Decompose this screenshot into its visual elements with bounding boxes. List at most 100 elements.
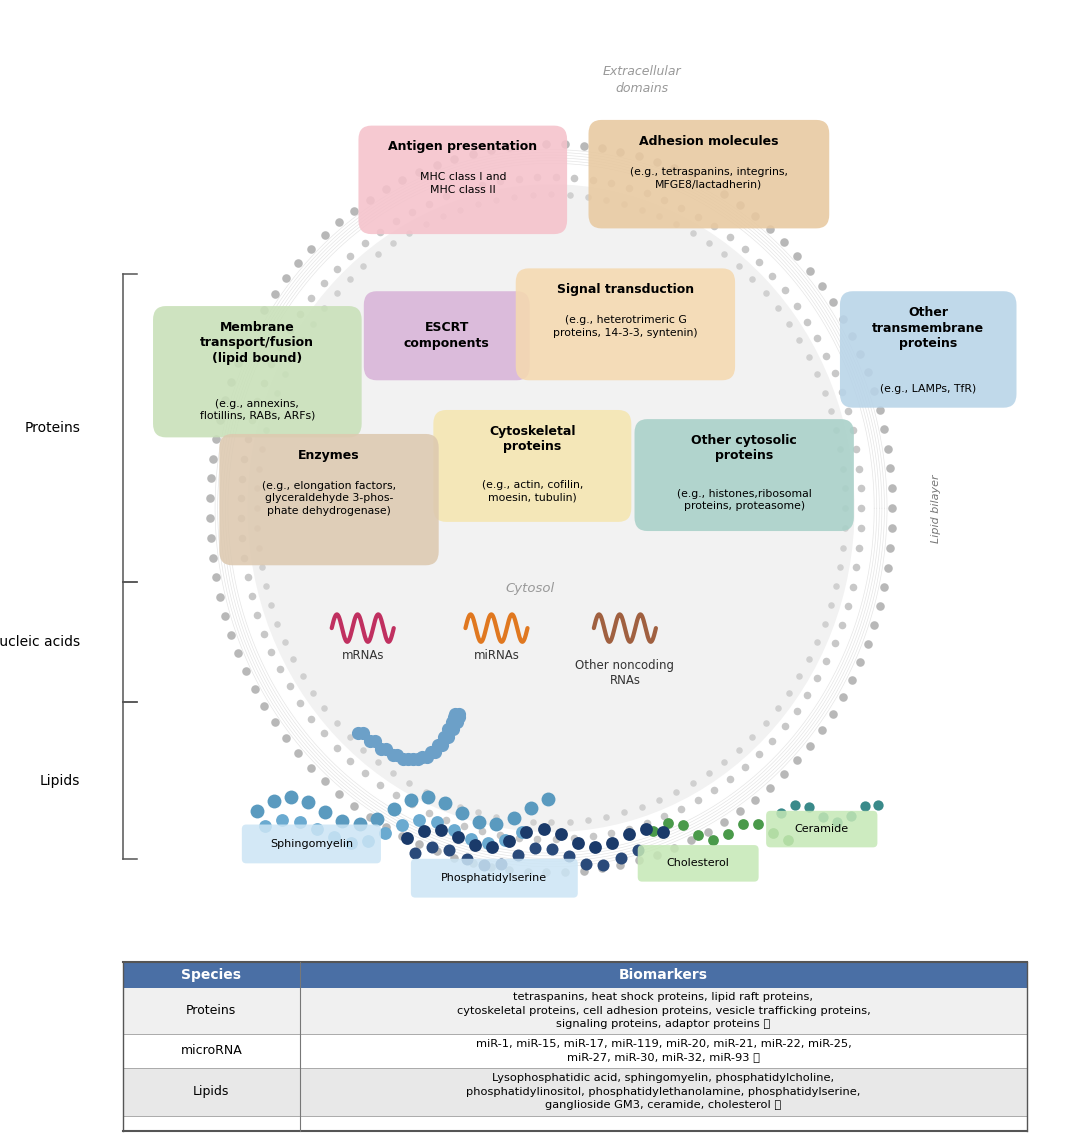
Point (233, 469, 250, 488)
Point (403, 203, 421, 222)
Point (341, 751, 358, 770)
Point (315, 724, 332, 742)
Point (401, 224, 418, 242)
Point (258, 577, 275, 595)
Text: Proteins: Proteins (186, 1004, 236, 1018)
Point (839, 596, 856, 614)
Point (434, 791, 452, 810)
Point (243, 587, 260, 605)
Point (716, 246, 733, 264)
Point (852, 345, 869, 363)
Point (851, 539, 868, 557)
Text: (e.g., actin, cofilin,
moesin, tubulin): (e.g., actin, cofilin, moesin, tubulin) (482, 480, 583, 502)
Point (817, 346, 835, 364)
Point (428, 843, 445, 861)
Point (835, 538, 852, 556)
Point (483, 858, 500, 876)
Point (201, 489, 218, 507)
Point (265, 791, 282, 810)
Text: Antigen presentation: Antigen presentation (388, 140, 537, 153)
Point (437, 794, 454, 812)
Point (360, 831, 377, 850)
Point (254, 558, 271, 577)
Point (538, 135, 555, 153)
Point (479, 834, 496, 852)
Point (398, 829, 415, 847)
Point (749, 814, 766, 833)
Point (424, 838, 441, 856)
Point (387, 786, 404, 804)
Point (369, 753, 386, 771)
Point (736, 758, 753, 777)
Point (290, 254, 307, 272)
Point (566, 829, 583, 847)
Point (456, 817, 473, 835)
Point (433, 737, 450, 755)
Point (454, 804, 471, 822)
Point (882, 459, 899, 477)
Point (639, 184, 656, 202)
Point (232, 489, 249, 507)
Text: mRNAs: mRNAs (341, 649, 384, 661)
Point (484, 838, 501, 856)
Point (216, 606, 233, 625)
Point (809, 329, 826, 347)
Point (223, 626, 240, 644)
Point (824, 705, 841, 723)
Point (366, 732, 383, 750)
Point (446, 849, 463, 867)
Point (747, 208, 764, 226)
Point (262, 596, 279, 614)
Point (238, 336, 255, 354)
Point (730, 257, 747, 275)
Point (356, 234, 373, 252)
FancyBboxPatch shape (123, 1068, 1027, 1116)
Point (780, 684, 797, 702)
Point (644, 822, 661, 841)
FancyBboxPatch shape (411, 859, 578, 898)
Point (328, 714, 346, 732)
Point (638, 820, 655, 838)
Point (407, 844, 424, 862)
Point (371, 223, 388, 241)
Point (464, 853, 482, 871)
Point (341, 727, 358, 746)
Point (315, 274, 332, 292)
Point (844, 578, 861, 596)
Point (809, 365, 826, 384)
Point (232, 509, 249, 528)
Point (341, 271, 358, 289)
Point (262, 402, 279, 420)
Point (800, 650, 817, 668)
Point (668, 783, 685, 802)
Text: Cholesterol: Cholesterol (667, 859, 730, 868)
Point (303, 240, 320, 258)
Text: Other noncoding
RNAs: Other noncoding RNAs (576, 659, 674, 687)
Point (204, 450, 221, 468)
Point (506, 811, 523, 829)
Text: Sphingomyelin: Sphingomyelin (270, 839, 353, 849)
Point (529, 168, 546, 186)
Point (448, 713, 465, 731)
Point (579, 187, 596, 206)
Point (421, 804, 438, 822)
Point (269, 384, 286, 402)
Point (786, 796, 804, 814)
Point (659, 814, 676, 833)
Point (438, 187, 455, 206)
Point (700, 764, 717, 782)
Point (501, 861, 518, 879)
Point (212, 410, 229, 428)
Point (847, 558, 865, 577)
Point (834, 383, 851, 401)
Point (317, 226, 334, 244)
Point (248, 499, 265, 517)
FancyBboxPatch shape (433, 410, 631, 522)
Point (401, 774, 418, 793)
Point (435, 729, 453, 747)
Point (859, 635, 876, 653)
Point (556, 135, 574, 153)
Point (235, 450, 253, 468)
Point (831, 558, 849, 577)
Point (852, 653, 869, 671)
